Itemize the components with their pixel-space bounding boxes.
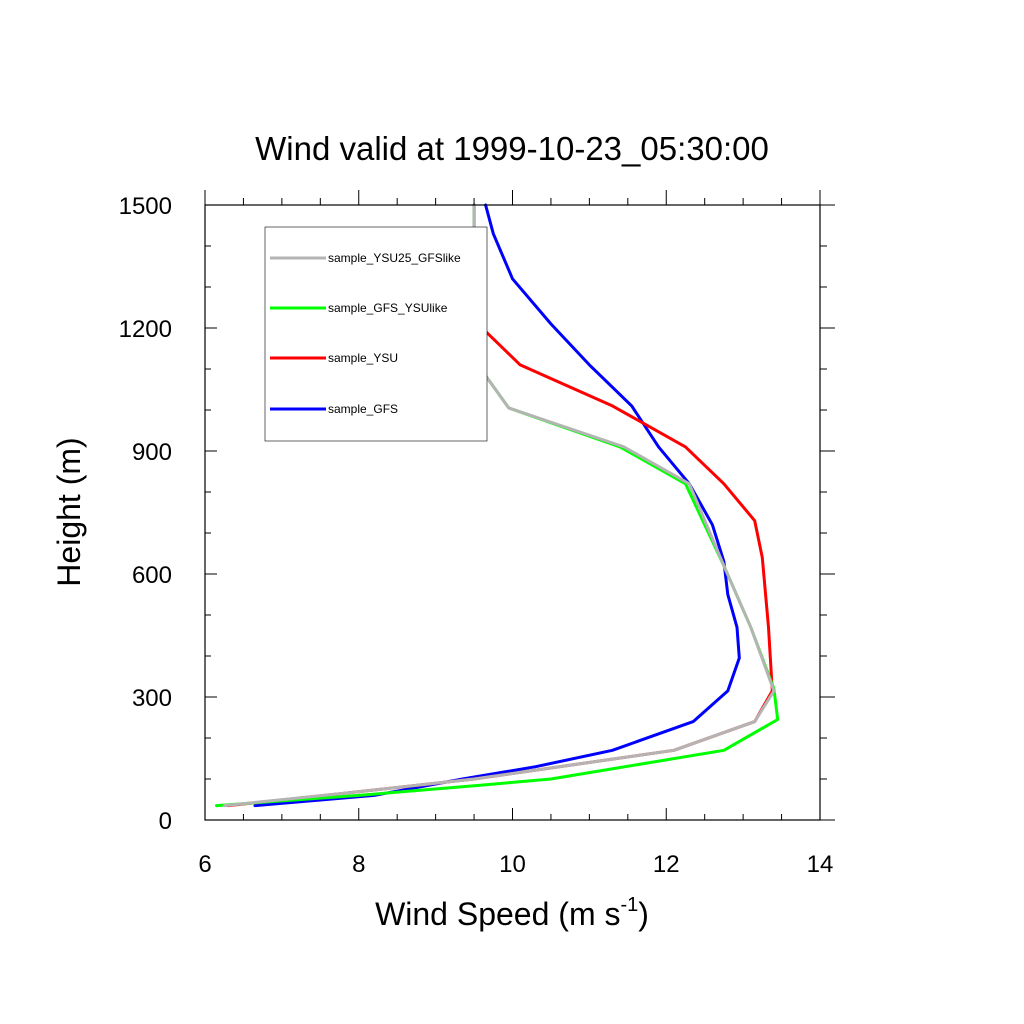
legend-box — [264, 226, 488, 442]
legend: sample_YSU25_GFSlike sample_GFS_YSUlikesa… — [264, 226, 488, 442]
y-tick-label: 1200 — [119, 316, 172, 343]
legend-label: sample_GFS — [328, 402, 398, 416]
x-axis-label-main: Wind Speed (m s — [375, 896, 620, 932]
y-tick-labels: 0 300 600 900 1200 1500 — [119, 193, 172, 835]
x-tick-label: 12 — [653, 851, 680, 878]
x-tick-label: 10 — [499, 851, 526, 878]
y-tick-label: 1500 — [119, 193, 172, 220]
legend-label: sample_GFS_YSUlike — [328, 301, 448, 315]
y-axis-label: Height (m) — [51, 437, 87, 586]
axis-ticks — [204, 190, 835, 821]
y-tick-label: 300 — [132, 685, 172, 712]
x-tick-label: 8 — [352, 851, 365, 878]
series-line-sample_GFS — [253, 203, 741, 808]
x-axis-label-end: ) — [638, 896, 649, 932]
x-axis-label: Wind Speed (m s-1) — [375, 894, 649, 932]
y-tick-label: 0 — [159, 808, 172, 835]
x-axis-label-superscript: -1 — [620, 894, 638, 916]
y-tick-label: 600 — [132, 562, 172, 589]
x-tick-labels: 6 8 10 12 14 — [198, 851, 833, 878]
legend-label: sample_YSU25_GFSlike — [328, 251, 461, 265]
chart-title: Wind valid at 1999-10-23_05:30:00 — [255, 130, 769, 167]
x-tick-label: 6 — [198, 851, 211, 878]
x-tick-label: 14 — [807, 851, 834, 878]
legend-label: sample_YSU — [328, 351, 398, 365]
y-tick-label: 900 — [132, 439, 172, 466]
